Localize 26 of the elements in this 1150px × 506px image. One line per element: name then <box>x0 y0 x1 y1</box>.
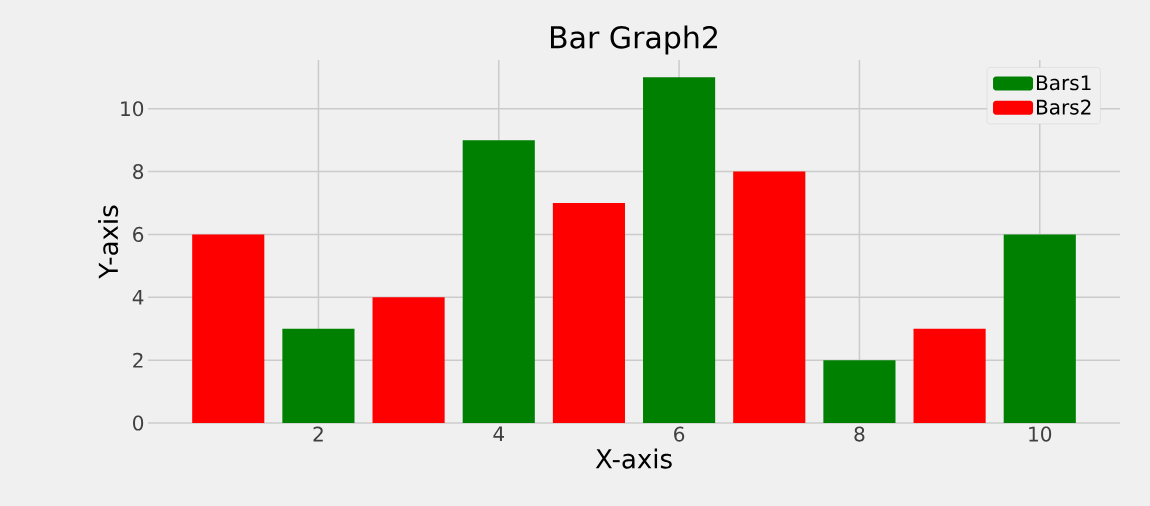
bar <box>552 203 625 423</box>
x-tick-label: 8 <box>854 426 865 442</box>
y-tick-label: 10 <box>121 101 144 117</box>
bar <box>823 360 896 423</box>
legend-label: Bars2 <box>1036 99 1091 115</box>
y-tick-label: 8 <box>133 164 144 180</box>
chart-title: Bar Graph2 <box>550 25 717 55</box>
x-tick-label: 6 <box>674 426 685 442</box>
y-tick-label: 6 <box>133 226 144 242</box>
x-tick-label: 2 <box>313 426 323 442</box>
bar <box>733 171 806 423</box>
bar <box>372 297 445 423</box>
bar <box>913 328 986 423</box>
y-tick-label: 2 <box>133 352 143 368</box>
x-axis-title: X-axis <box>595 448 672 469</box>
legend-label: Bars1 <box>1036 75 1091 91</box>
bar <box>1003 234 1076 423</box>
x-tick-label: 10 <box>1029 426 1052 442</box>
bar <box>643 77 716 423</box>
y-tick-label: 0 <box>133 415 144 431</box>
y-axis-title: Y-axis <box>98 205 119 279</box>
bar <box>462 140 535 423</box>
x-tick-label: 4 <box>493 426 504 442</box>
y-tick-label: 4 <box>132 290 144 305</box>
bar <box>282 328 355 423</box>
bar <box>192 234 265 423</box>
